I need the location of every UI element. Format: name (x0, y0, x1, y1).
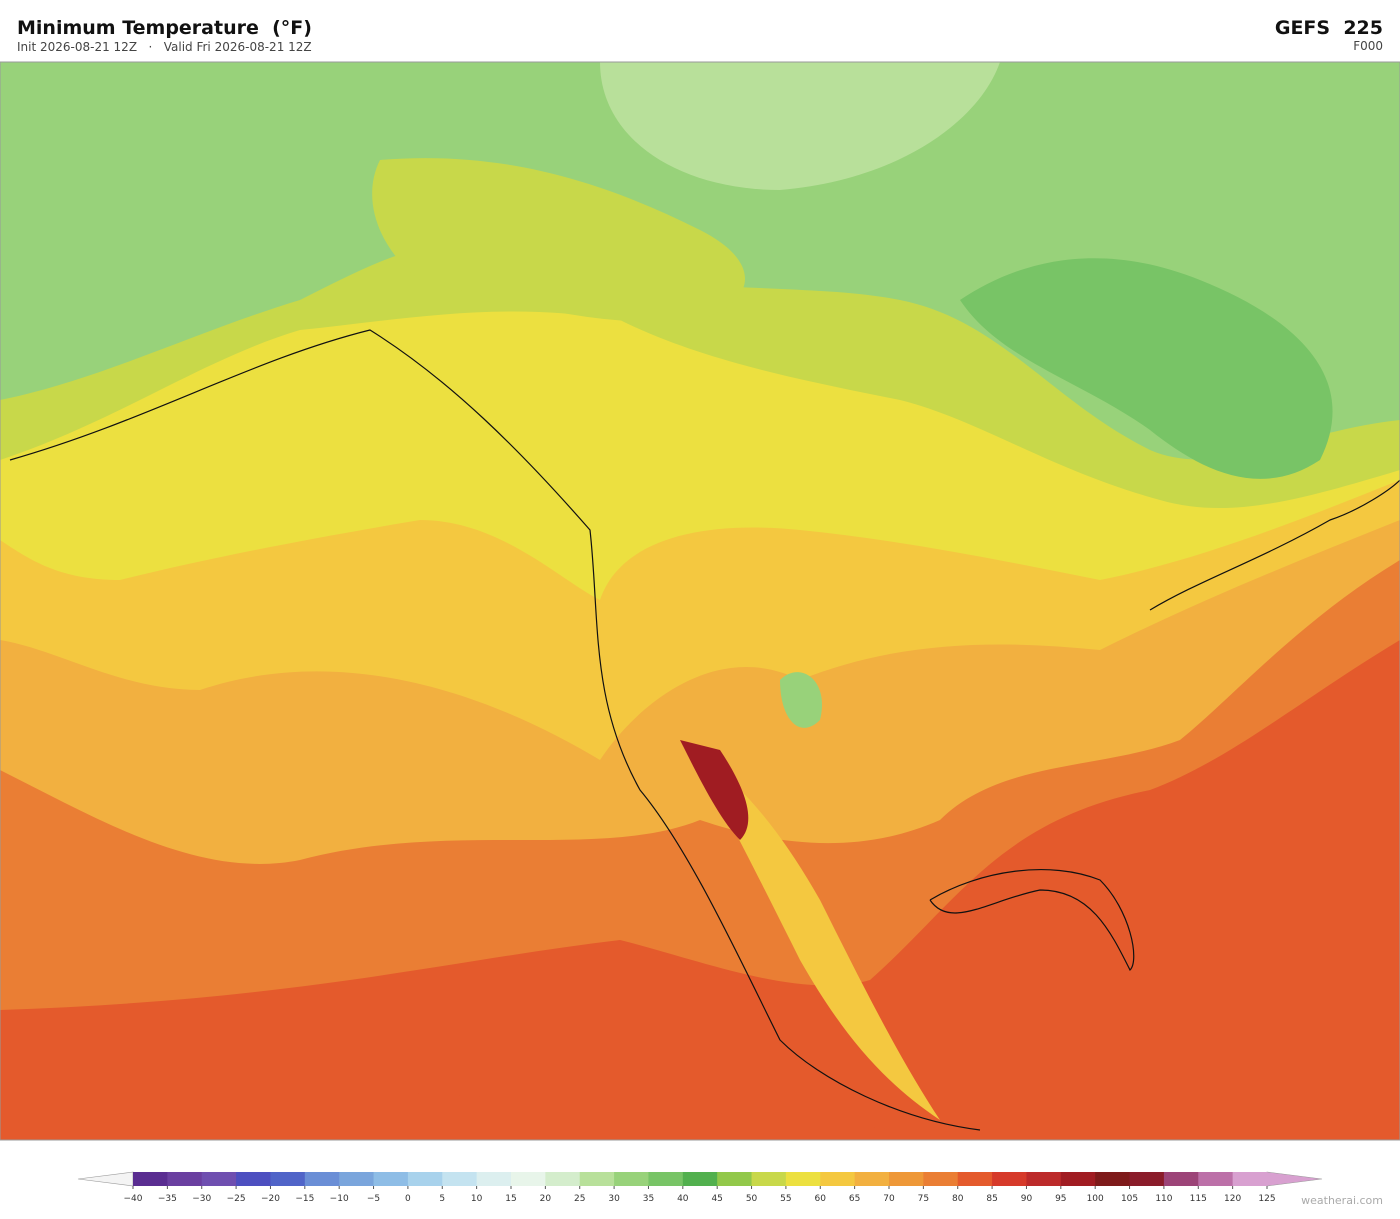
colorbar-tick-label: 100 (1087, 1194, 1104, 1204)
colorbar-tick-label: 105 (1121, 1194, 1138, 1204)
colorbar-segment (785, 1172, 821, 1186)
colorbar-segment (1198, 1172, 1234, 1186)
colorbar-segment (270, 1172, 306, 1186)
colorbar-tick-label: 80 (952, 1194, 964, 1204)
colorbar-tick-label: 75 (918, 1194, 929, 1204)
colorbar-tick-label: 20 (540, 1194, 552, 1204)
colorbar-tick-label: −35 (158, 1194, 177, 1204)
title: Minimum Temperature (°F) (17, 17, 312, 39)
watermark: weatherai.com (1301, 1194, 1383, 1207)
colorbar-segment (579, 1172, 615, 1186)
colorbar-tick-label: 50 (746, 1194, 758, 1204)
colorbar-segment (304, 1172, 340, 1186)
colorbar-segment (133, 1172, 168, 1186)
forecast-hour: F000 (1353, 39, 1383, 53)
colorbar-segment (820, 1172, 856, 1186)
model-name: GEFS 225 (1275, 17, 1383, 39)
colorbar-segment (923, 1172, 959, 1186)
colorbar-tick-label: 120 (1224, 1194, 1241, 1204)
colorbar-segment (889, 1172, 924, 1186)
subtitle: Init 2026-08-21 12Z · Valid Fri 2026-08-… (17, 40, 312, 54)
colorbar-segment (407, 1172, 443, 1186)
colorbar-segment (201, 1172, 237, 1186)
colorbar-tick-label: −15 (295, 1194, 314, 1204)
colorbar-tick-label: 30 (608, 1194, 620, 1204)
map (0, 62, 1400, 1140)
colorbar-tick-label: 35 (643, 1194, 654, 1204)
colorbar-over (1266, 1171, 1323, 1187)
colorbar-tick-label: 25 (574, 1194, 585, 1204)
colorbar-segment (476, 1172, 512, 1186)
colorbar-segment (717, 1172, 753, 1186)
colorbar-tick-label: 55 (780, 1194, 791, 1204)
colorbar-segment (992, 1172, 1027, 1186)
colorbar-segment (1232, 1172, 1268, 1186)
map-frame (0, 61, 1400, 1141)
colorbar-tick-label: −20 (261, 1194, 280, 1204)
colorbar-segment (1129, 1172, 1165, 1186)
colorbar-segment (511, 1172, 546, 1186)
colorbar-segment (236, 1172, 271, 1186)
colorbar-segment (1026, 1172, 1062, 1186)
colorbar-segment (648, 1172, 684, 1186)
colorbar-segment (545, 1172, 581, 1186)
colorbar-tick-label: 90 (1021, 1194, 1033, 1204)
colorbar-tick-label: 65 (849, 1194, 860, 1204)
colorbar-tick-label: −25 (227, 1194, 246, 1204)
colorbar-tick-label: 40 (677, 1194, 689, 1204)
colorbar-tick-label: 5 (439, 1194, 445, 1204)
colorbar-segment (614, 1172, 649, 1186)
colorbar-tick-label: −40 (124, 1194, 143, 1204)
colorbar-segment (957, 1172, 993, 1186)
colorbar-under (77, 1171, 134, 1187)
colorbar-tick-label: 115 (1190, 1194, 1207, 1204)
colorbar: −40 −35 −30 −25 −20 −15 −10 −5 0 5 10 15 20 25 30 35 40 4… (77, 1171, 1323, 1204)
colorbar-segment (1095, 1172, 1131, 1186)
colorbar-tick-label: −30 (192, 1194, 211, 1204)
colorbar-tick-label: 15 (505, 1194, 516, 1204)
colorbar-tick-label: −10 (330, 1194, 349, 1204)
colorbar-segment (1060, 1172, 1096, 1186)
colorbar-segment (442, 1172, 478, 1186)
colorbar-tick-label: −5 (367, 1194, 380, 1204)
colorbar-tick-label: 110 (1155, 1194, 1172, 1204)
colorbar-tick-label: 60 (815, 1194, 827, 1204)
colorbar-tick-label: 10 (471, 1194, 483, 1204)
colorbar-segment (1163, 1172, 1199, 1186)
colorbar-tick-label: 70 (883, 1194, 895, 1204)
colorbar-tick-label: 45 (711, 1194, 722, 1204)
colorbar-tick-label: 95 (1055, 1194, 1066, 1204)
colorbar-segment (373, 1172, 409, 1186)
colorbar-segment (682, 1172, 718, 1186)
colorbar-segment (167, 1172, 203, 1186)
colorbar-tick-label: 0 (405, 1194, 411, 1204)
colorbar-segment (339, 1172, 375, 1186)
colorbar-segment (751, 1172, 787, 1186)
colorbar-tick-label: 125 (1258, 1194, 1275, 1204)
colorbar-tick-label: 85 (986, 1194, 997, 1204)
colorbar-segment (854, 1172, 890, 1186)
